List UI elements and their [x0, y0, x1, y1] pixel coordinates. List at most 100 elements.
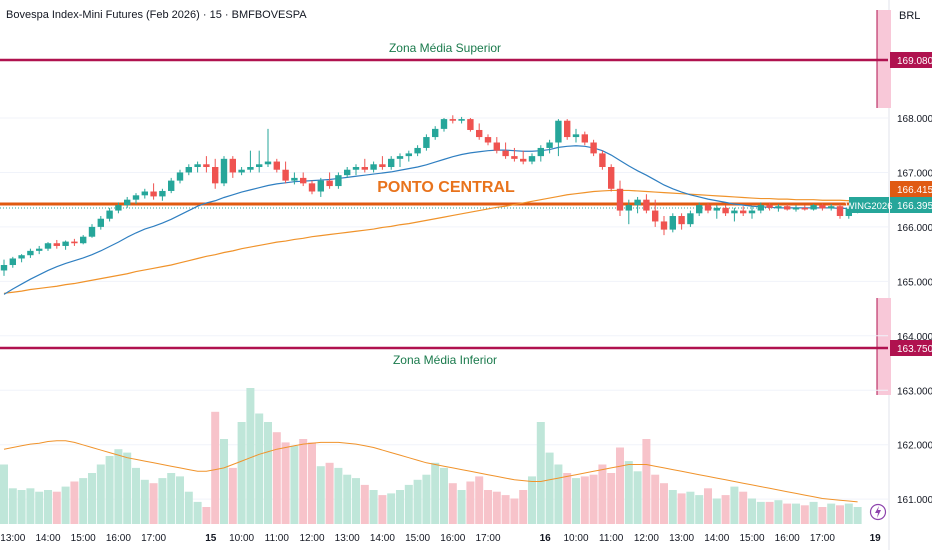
- candle-body: [388, 158, 395, 168]
- volume-bar: [132, 467, 140, 524]
- volume-bar: [220, 439, 228, 524]
- volume-bar: [492, 491, 501, 524]
- x-tick-label: 16:00: [775, 533, 800, 544]
- x-tick-label: 13:00: [0, 533, 25, 544]
- candle-body: [493, 142, 500, 151]
- candle-body: [713, 207, 720, 211]
- volume-bar: [61, 486, 70, 524]
- candle-body: [836, 206, 844, 217]
- candle-body: [467, 119, 474, 130]
- volume-bar: [299, 439, 308, 524]
- candle-body: [564, 120, 571, 138]
- volume-bar: [149, 483, 158, 524]
- candle-body: [590, 142, 597, 154]
- currency-label[interactable]: BRL: [899, 10, 921, 22]
- volume-bar: [800, 505, 809, 524]
- volume-bar: [589, 474, 598, 524]
- volume-bar: [783, 503, 792, 524]
- candle-body: [476, 129, 483, 138]
- candle-body: [88, 226, 96, 237]
- candle-body: [572, 134, 580, 138]
- candle-body: [150, 191, 157, 197]
- volume-bar: [580, 476, 589, 524]
- volume-bar: [413, 479, 422, 524]
- candle-body: [9, 258, 16, 266]
- misc: [869, 503, 887, 521]
- volume-bar: [228, 467, 237, 524]
- candle-body: [748, 210, 756, 214]
- candle-body: [335, 175, 342, 187]
- candle-body: [845, 207, 852, 217]
- candle-body: [361, 167, 368, 170]
- volume-bar: [510, 498, 519, 524]
- volume-bar: [712, 498, 721, 524]
- volume-bar: [818, 507, 827, 524]
- candle-body: [176, 172, 184, 181]
- candle-body: [264, 161, 272, 165]
- x-tick-label: 14:00: [704, 533, 729, 544]
- x-tick-label: 17:00: [810, 533, 835, 544]
- volume-bar: [501, 495, 510, 524]
- x-tick-label: 16:00: [106, 533, 131, 544]
- volume-bar: [88, 473, 96, 524]
- candle-body: [106, 210, 113, 219]
- volume-bar: [624, 461, 633, 524]
- price-tag-label: 166.395: [897, 201, 932, 212]
- volume-bar: [308, 442, 316, 524]
- volume-bar: [0, 464, 8, 524]
- symbol-tag-label: WING2026: [846, 201, 893, 212]
- candle-body: [819, 205, 826, 209]
- volume-bar: [660, 483, 668, 524]
- volume-bar: [422, 474, 431, 524]
- volume-bar: [607, 473, 616, 524]
- x-tick-label: 16: [540, 533, 552, 544]
- zone-lower-label: Zona Média Inferior: [393, 353, 497, 367]
- volume-bar: [79, 478, 88, 524]
- candle-body: [731, 210, 738, 214]
- volume-bar: [211, 411, 220, 524]
- candle-body: [97, 218, 104, 227]
- price-tag-bg: [890, 197, 932, 213]
- price-tag-bg: [890, 181, 932, 197]
- volume-bar: [475, 476, 484, 524]
- volume-bar: [853, 507, 862, 524]
- candle-body: [643, 199, 650, 211]
- candle-body: [18, 255, 25, 259]
- volume-bar: [360, 484, 369, 524]
- volume-bar: [8, 488, 17, 524]
- candle-body: [379, 164, 386, 168]
- volume-bar: [264, 422, 272, 524]
- candle-body: [27, 250, 34, 256]
- candle-body: [282, 169, 289, 181]
- volume-bar: [598, 464, 607, 524]
- zone-upper-label: Zona Média Superior: [389, 41, 501, 55]
- volume-bar: [844, 503, 853, 524]
- volume-bar: [563, 473, 572, 524]
- time-axis: 13:00 14:00 15:00 16:00 17:00 15 10:00 11:00 12:…: [0, 533, 881, 544]
- candle-body: [484, 137, 492, 143]
- x-tick-label: 15: [205, 533, 217, 544]
- candle-body: [291, 177, 298, 181]
- volume-bar: [70, 481, 79, 524]
- candle-body: [784, 206, 791, 210]
- candle-body: [449, 119, 456, 121]
- volume-bar: [448, 483, 457, 524]
- x-tick-label: 16:00: [440, 533, 465, 544]
- volume-bar: [721, 495, 730, 524]
- price-tag-label: 166.415: [897, 185, 932, 196]
- volume-bar: [677, 493, 686, 524]
- volume-bar: [96, 464, 105, 524]
- candle-body: [432, 128, 439, 138]
- x-tick-label: 17:00: [141, 533, 166, 544]
- candle-body: [581, 134, 588, 143]
- candle-body: [828, 206, 835, 209]
- volume-bar: [765, 501, 774, 524]
- candle-body: [652, 210, 659, 222]
- candle-body: [625, 205, 632, 211]
- x-tick-label: 17:00: [475, 533, 500, 544]
- volume-bar: [536, 422, 545, 524]
- candle-body: [696, 205, 703, 214]
- volume-bar: [176, 476, 184, 524]
- level-lines: [0, 58, 888, 350]
